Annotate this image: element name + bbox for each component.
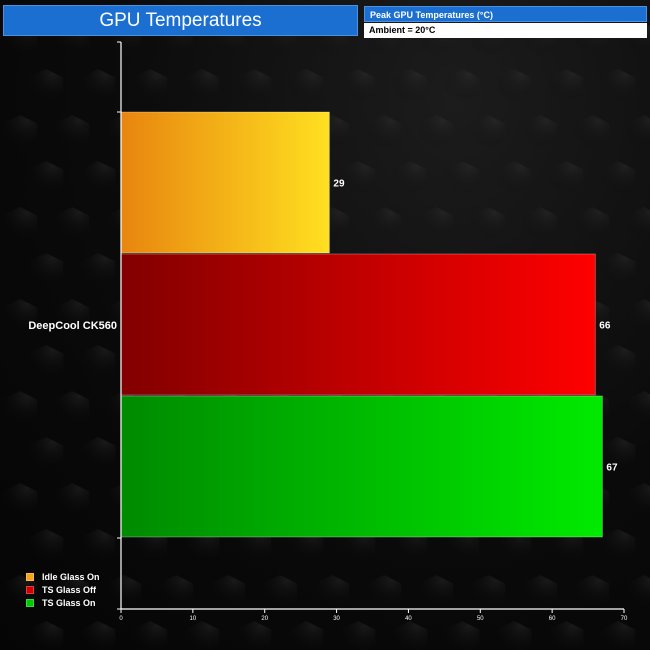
- x-tick-label: 50: [477, 616, 484, 622]
- bar-ts-glass-on: [120, 395, 603, 538]
- x-tick-label: 30: [333, 616, 340, 622]
- legend-label: TS Glass Off: [42, 585, 97, 595]
- legend-swatch: [26, 573, 34, 581]
- data-label: 67: [606, 463, 618, 474]
- legend-swatch: [26, 586, 34, 594]
- ambient-note: Ambient = 20°C: [364, 23, 647, 38]
- x-tick-label: 40: [405, 616, 412, 622]
- x-tick-label: 0: [119, 616, 123, 622]
- info-title: Peak GPU Temperatures (°C): [364, 6, 647, 22]
- bar-idle-glass-on: [120, 111, 330, 254]
- data-label: 66: [599, 321, 611, 332]
- bar-ts-glass-off: [120, 253, 596, 396]
- legend-item: TS Glass On: [26, 597, 100, 609]
- x-tick-label: 20: [261, 616, 268, 622]
- legend-label: Idle Glass On: [42, 572, 100, 582]
- x-tick-label: 10: [190, 616, 197, 622]
- legend-item: Idle Glass On: [26, 571, 100, 583]
- category-label: DeepCool CK560: [28, 320, 117, 332]
- legend: Idle Glass On TS Glass Off TS Glass On: [26, 571, 100, 610]
- data-label: 29: [333, 179, 345, 190]
- legend-item: TS Glass Off: [26, 584, 100, 596]
- x-tick-label: 70: [621, 616, 628, 622]
- x-tick-label: 60: [549, 616, 556, 622]
- chart-title: GPU Temperatures: [3, 5, 358, 36]
- legend-swatch: [26, 599, 34, 607]
- legend-label: TS Glass On: [42, 598, 96, 608]
- info-panel: Peak GPU Temperatures (°C) Ambient = 20°…: [364, 6, 647, 38]
